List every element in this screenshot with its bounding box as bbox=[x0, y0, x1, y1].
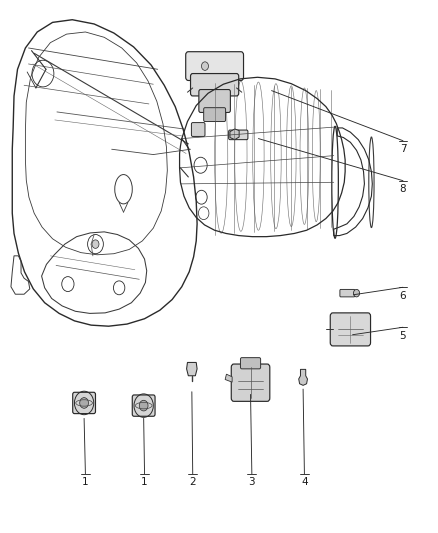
FancyBboxPatch shape bbox=[186, 52, 244, 80]
Text: 1: 1 bbox=[82, 478, 89, 487]
Text: 5: 5 bbox=[399, 331, 406, 341]
Polygon shape bbox=[225, 374, 232, 382]
Text: 1: 1 bbox=[141, 478, 148, 487]
Polygon shape bbox=[230, 129, 239, 140]
FancyBboxPatch shape bbox=[199, 90, 230, 112]
Text: 4: 4 bbox=[301, 478, 308, 487]
FancyBboxPatch shape bbox=[231, 364, 270, 401]
Polygon shape bbox=[187, 362, 197, 376]
FancyBboxPatch shape bbox=[204, 108, 226, 122]
Text: 8: 8 bbox=[399, 184, 406, 194]
FancyBboxPatch shape bbox=[340, 289, 355, 297]
Circle shape bbox=[92, 240, 99, 248]
Circle shape bbox=[201, 62, 208, 70]
FancyBboxPatch shape bbox=[73, 392, 95, 414]
FancyBboxPatch shape bbox=[191, 123, 205, 136]
Text: 7: 7 bbox=[399, 144, 406, 154]
FancyBboxPatch shape bbox=[132, 395, 155, 416]
FancyBboxPatch shape bbox=[240, 358, 261, 369]
Circle shape bbox=[139, 400, 148, 411]
FancyBboxPatch shape bbox=[191, 74, 239, 96]
Text: 3: 3 bbox=[248, 478, 255, 487]
Circle shape bbox=[353, 289, 360, 297]
Text: 6: 6 bbox=[399, 291, 406, 301]
Polygon shape bbox=[299, 369, 307, 385]
FancyBboxPatch shape bbox=[330, 313, 371, 346]
Circle shape bbox=[80, 398, 88, 408]
FancyBboxPatch shape bbox=[229, 130, 248, 140]
Text: 2: 2 bbox=[189, 478, 196, 487]
